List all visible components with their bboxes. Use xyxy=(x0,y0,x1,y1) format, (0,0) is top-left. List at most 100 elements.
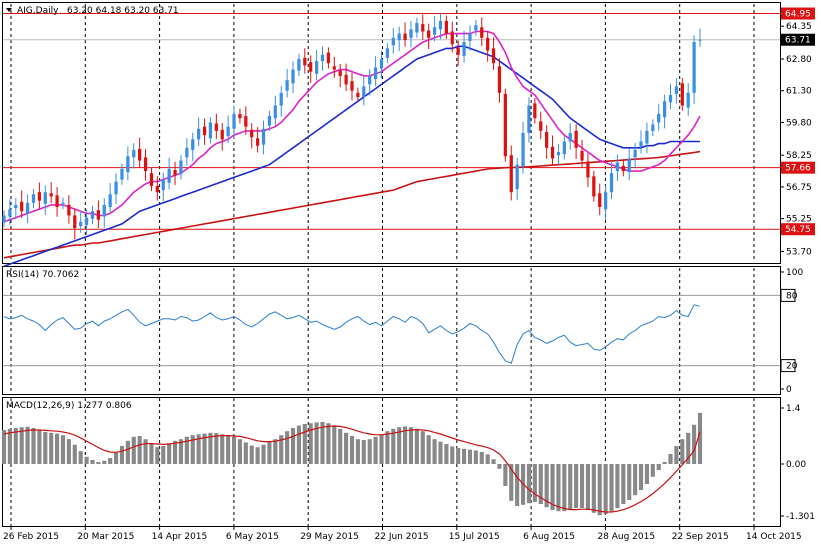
candle-up[interactable] xyxy=(191,139,195,150)
candle-down[interactable] xyxy=(155,185,159,193)
candle-up[interactable] xyxy=(197,128,201,140)
candle-up[interactable] xyxy=(79,221,83,227)
candle-up[interactable] xyxy=(521,133,525,167)
candle-down[interactable] xyxy=(73,215,77,229)
candle-up[interactable] xyxy=(179,160,183,175)
candle-up[interactable] xyxy=(61,202,65,204)
candle-up[interactable] xyxy=(609,173,614,193)
candle-up[interactable] xyxy=(291,69,295,84)
candle-up[interactable] xyxy=(385,48,390,58)
candle-down[interactable] xyxy=(303,57,307,66)
candle-down[interactable] xyxy=(427,30,431,38)
candle-down[interactable] xyxy=(580,150,584,161)
candle-up[interactable] xyxy=(562,141,566,155)
candle-up[interactable] xyxy=(556,152,561,156)
candle-down[interactable] xyxy=(244,116,248,127)
candle-down[interactable] xyxy=(586,161,590,178)
candle-down[interactable] xyxy=(509,155,513,193)
candle-up[interactable] xyxy=(462,42,466,56)
candle-up[interactable] xyxy=(527,105,531,133)
candle-down[interactable] xyxy=(621,165,625,172)
candle-up[interactable] xyxy=(668,94,673,103)
candle-up[interactable] xyxy=(468,33,472,42)
candle-down[interactable] xyxy=(503,93,507,157)
candle-down[interactable] xyxy=(550,146,555,159)
dropdown-triangle-icon[interactable] xyxy=(6,8,12,12)
candle-up[interactable] xyxy=(273,105,277,119)
candle-up[interactable] xyxy=(208,122,213,139)
candle-down[interactable] xyxy=(344,74,348,85)
candle-up[interactable] xyxy=(633,149,637,158)
candle-down[interactable] xyxy=(55,195,59,208)
candle-up[interactable] xyxy=(627,158,631,173)
candle-up[interactable] xyxy=(267,116,272,126)
candle-up[interactable] xyxy=(226,126,230,137)
candle-down[interactable] xyxy=(332,66,336,70)
candle-down[interactable] xyxy=(309,62,313,72)
candle-down[interactable] xyxy=(173,170,177,176)
candle-down[interactable] xyxy=(491,48,496,64)
candle-down[interactable] xyxy=(680,83,684,106)
candle-down[interactable] xyxy=(326,52,331,64)
candle-up[interactable] xyxy=(8,209,12,217)
candle-up[interactable] xyxy=(132,149,136,158)
candle-down[interactable] xyxy=(49,193,53,197)
candle-up[interactable] xyxy=(674,86,679,94)
candle-down[interactable] xyxy=(533,103,537,119)
candle-up[interactable] xyxy=(604,192,608,210)
candle-up[interactable] xyxy=(686,92,690,108)
candle-down[interactable] xyxy=(20,201,24,212)
candle-down[interactable] xyxy=(444,20,448,34)
candle-down[interactable] xyxy=(338,70,342,76)
candle-up[interactable] xyxy=(639,141,643,147)
candle-up[interactable] xyxy=(391,37,395,46)
candle-up[interactable] xyxy=(515,164,519,190)
candle-up[interactable] xyxy=(645,130,649,144)
candle-down[interactable] xyxy=(250,129,254,138)
candle-down[interactable] xyxy=(220,129,224,140)
candle-up[interactable] xyxy=(114,181,118,195)
candle-down[interactable] xyxy=(545,131,549,148)
candle-up[interactable] xyxy=(657,113,661,123)
candle-up[interactable] xyxy=(285,80,289,91)
candle-down[interactable] xyxy=(202,126,207,136)
candle-down[interactable] xyxy=(238,113,242,119)
candle-down[interactable] xyxy=(256,138,260,146)
candle-down[interactable] xyxy=(67,204,71,216)
candle-up[interactable] xyxy=(126,156,130,173)
candle-up[interactable] xyxy=(261,128,266,145)
candle-up[interactable] xyxy=(692,42,696,93)
candle-up[interactable] xyxy=(108,194,112,208)
candle-up[interactable] xyxy=(185,147,189,158)
candle-up[interactable] xyxy=(31,194,36,203)
candle-up[interactable] xyxy=(698,39,702,41)
candle-up[interactable] xyxy=(167,168,171,183)
candle-up[interactable] xyxy=(161,179,165,191)
candle-up[interactable] xyxy=(438,20,443,30)
candle-down[interactable] xyxy=(497,66,502,93)
candle-up[interactable] xyxy=(320,54,325,62)
candle-up[interactable] xyxy=(2,215,6,222)
candle-up[interactable] xyxy=(90,211,95,219)
candle-up[interactable] xyxy=(84,217,89,225)
candle-up[interactable] xyxy=(14,204,18,209)
candle-down[interactable] xyxy=(598,193,602,208)
candle-up[interactable] xyxy=(474,25,478,31)
candle-up[interactable] xyxy=(368,75,372,85)
candle-up[interactable] xyxy=(397,33,401,40)
candle-down[interactable] xyxy=(96,210,100,220)
candle-down[interactable] xyxy=(574,130,578,148)
candle-down[interactable] xyxy=(350,81,354,91)
candle-down[interactable] xyxy=(486,37,490,51)
candle-down[interactable] xyxy=(456,47,460,55)
candle-down[interactable] xyxy=(480,27,484,38)
candle-up[interactable] xyxy=(232,113,236,129)
candle-down[interactable] xyxy=(214,123,218,131)
candle-up[interactable] xyxy=(409,29,413,38)
candle-up[interactable] xyxy=(415,23,419,33)
candle-down[interactable] xyxy=(356,92,360,98)
candle-up[interactable] xyxy=(568,133,572,142)
candle-down[interactable] xyxy=(450,31,454,45)
candle-up[interactable] xyxy=(102,204,106,217)
candle-up[interactable] xyxy=(432,27,437,35)
